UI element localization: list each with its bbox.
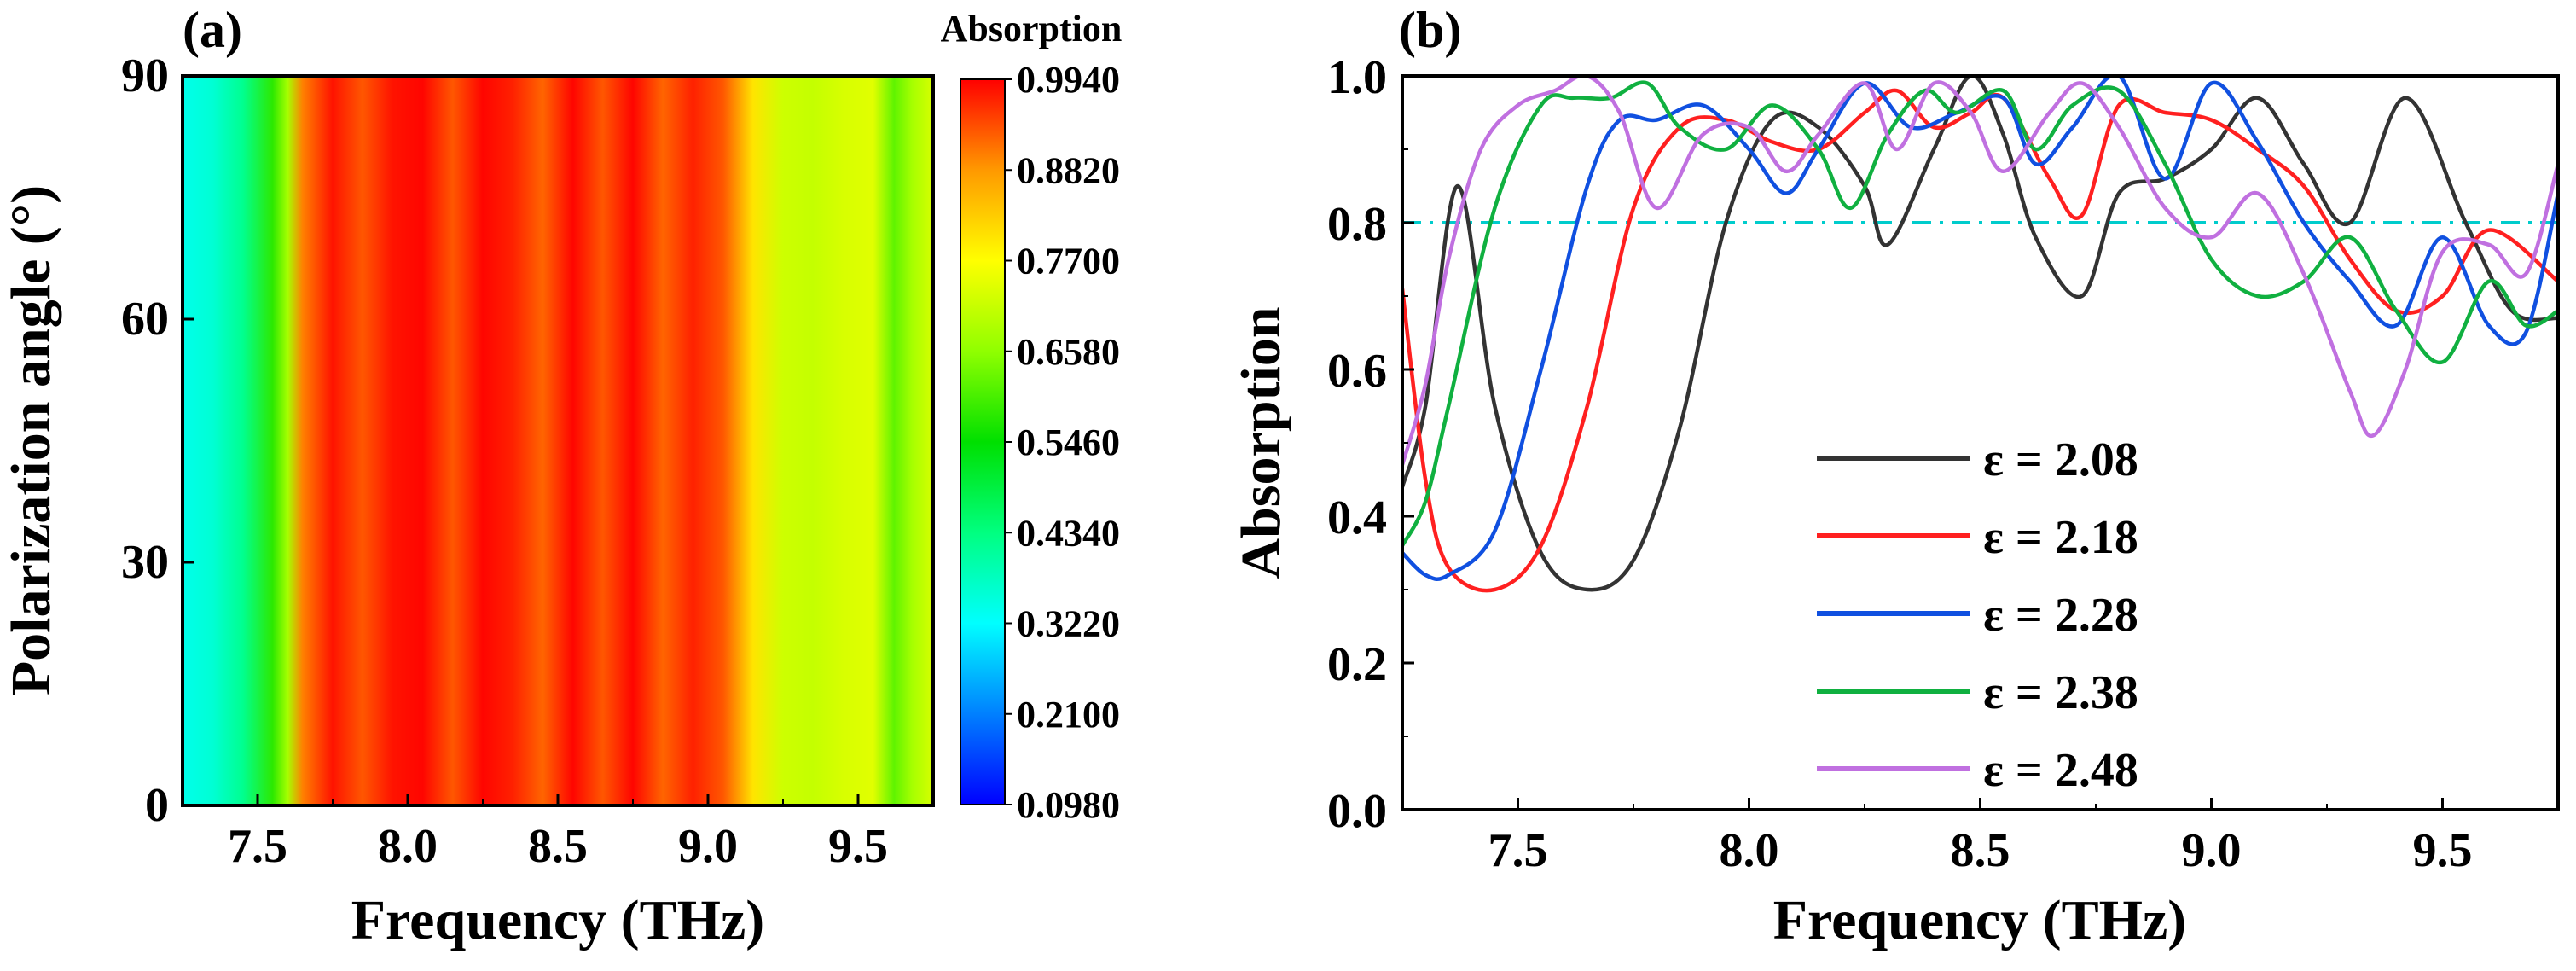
colorbar-tick-label: 0.2100 — [1017, 694, 1120, 736]
series-line-2 — [1402, 76, 2558, 581]
colorbar: Absorption 0.0980 0.2100 0.3220 0.4340 0.546… — [941, 8, 1123, 826]
legend-label-3: ε = 2.38 — [1983, 666, 2138, 719]
a-xtick-label: 9.0 — [678, 820, 738, 873]
colorbar-tick-label: 0.4340 — [1017, 512, 1120, 554]
a-xtick-label: 8.0 — [378, 820, 438, 873]
a-xtick-label: 8.5 — [528, 820, 588, 873]
legend-label-0: ε = 2.08 — [1983, 433, 2138, 486]
series-line-4 — [1402, 76, 2558, 466]
a-ytick-label: 90 — [121, 49, 169, 102]
panel-b-label: (b) — [1399, 2, 1461, 58]
panel-a-xlabel: Frequency (THz) — [351, 889, 765, 951]
series-line-0 — [1402, 76, 2558, 592]
colorbar-gradient — [960, 78, 1006, 805]
colorbar-title: Absorption — [941, 8, 1123, 49]
a-ytick-label: 30 — [121, 536, 169, 589]
panel-a: (a) 7.5 8.0 8.5 9.0 9.5 0 30 60 90 Frequency (TH… — [0, 2, 1122, 951]
legend-label-4: ε = 2.48 — [1983, 744, 2138, 797]
legend: ε = 2.08 ε = 2.18 ε = 2.28 ε = 2.38 ε = 2.48 — [1817, 433, 2138, 797]
a-ytick-label: 0 — [145, 779, 169, 832]
colorbar-tick-label: 0.3220 — [1017, 603, 1120, 645]
a-xtick-label: 9.5 — [828, 820, 888, 873]
panel-b-ylabel: Absorption — [1230, 306, 1292, 579]
plot-b-background — [1402, 76, 2558, 810]
b-ytick-label: 1.0 — [1327, 51, 1387, 104]
b-xtick-label: 9.0 — [2182, 824, 2242, 877]
heatmap-area — [183, 76, 933, 805]
b-xtick-label: 7.5 — [1488, 824, 1548, 877]
panel-a-ticks: 7.5 8.0 8.5 9.0 9.5 0 30 60 90 — [121, 49, 934, 873]
colorbar-ticks: 0.0980 0.2100 0.3220 0.4340 0.5460 0.6580 0.77… — [1005, 59, 1120, 826]
b-ytick-label: 0.4 — [1327, 491, 1387, 544]
colorbar-tick-label: 0.9940 — [1017, 59, 1120, 101]
colorbar-tick-label: 0.7700 — [1017, 241, 1120, 282]
a-xtick-label: 7.5 — [228, 820, 287, 873]
b-xtick-label: 8.5 — [1951, 824, 2010, 877]
legend-label-1: ε = 2.18 — [1983, 511, 2138, 564]
b-ytick-label: 0.2 — [1327, 638, 1387, 691]
panel-a-label: (a) — [183, 2, 242, 58]
colorbar-tick-label: 0.6580 — [1017, 331, 1120, 373]
legend-label-2: ε = 2.28 — [1983, 589, 2138, 642]
panel-b-ticks: 7.5 8.0 8.5 9.0 9.5 0.0 0.2 0.4 0.6 0.8 1.0 — [1327, 51, 2559, 877]
b-xtick-label: 9.5 — [2413, 824, 2473, 877]
a-ytick-label: 60 — [121, 293, 169, 346]
series-line-3 — [1402, 80, 2558, 547]
b-ytick-label: 0.0 — [1327, 785, 1387, 838]
colorbar-tick-label: 0.5460 — [1017, 422, 1120, 463]
series-group — [1402, 76, 2558, 593]
panel-b: (b) 7.5 8.0 8.5 9.0 9.5 0.0 0.2 0.4 0.6 0.8 1.0 Fr… — [1230, 2, 2560, 951]
panel-b-xlabel: Frequency (THz) — [1773, 889, 2187, 951]
colorbar-tick-label: 0.0980 — [1017, 784, 1120, 826]
b-ytick-label: 0.8 — [1327, 198, 1387, 251]
colorbar-tick-label: 0.8820 — [1017, 149, 1120, 191]
b-ytick-label: 0.6 — [1327, 345, 1387, 398]
panel-a-ylabel: Polarization angle (°) — [0, 185, 62, 695]
series-line-1 — [1402, 88, 2558, 593]
b-xtick-label: 8.0 — [1720, 824, 1779, 877]
